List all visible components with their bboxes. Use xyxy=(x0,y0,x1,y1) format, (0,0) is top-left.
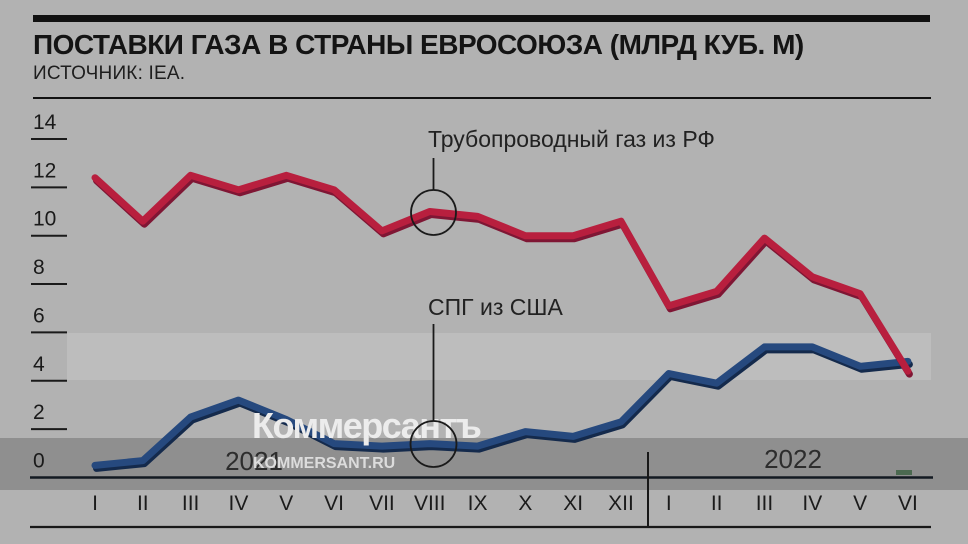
watermark: Коммерсантъ KOMMERSANT.RU xyxy=(252,405,482,472)
page-title: ПОСТАВКИ ГАЗА В СТРАНЫ ЕВРОСОЮЗА (МЛРД К… xyxy=(33,29,804,60)
y-tick-label: 12 xyxy=(33,159,56,182)
y-tick-label: 8 xyxy=(33,256,45,279)
y-tick-label: 6 xyxy=(33,304,45,327)
x-month-label: IV xyxy=(229,492,249,515)
green-marker xyxy=(896,470,912,475)
x-axis-month-labels: I II III IV V VI VII VIII IX X XI XII I II III IV V VI xyxy=(92,492,918,515)
y-tick-label: 0 xyxy=(33,450,45,473)
y-tick-label: 10 xyxy=(33,208,56,231)
y-tick-label: 4 xyxy=(33,353,45,376)
source-caption: ИСТОЧНИК: IEA. xyxy=(33,63,186,84)
series-label-pipeline-gas: Трубопроводный газ из РФ xyxy=(428,126,715,152)
data-series-lines xyxy=(91,171,913,472)
y-tick-label: 2 xyxy=(33,401,45,424)
series-line xyxy=(91,171,912,375)
year-labels: 2021 2022 xyxy=(225,444,822,476)
x-month-label: XI xyxy=(563,492,583,515)
series-label-lng-usa: СПГ из США xyxy=(428,294,563,320)
header-top-rule xyxy=(33,15,930,22)
year-label-2021: 2021 xyxy=(225,446,283,476)
x-month-label: I xyxy=(92,492,98,515)
header-bottom-rule xyxy=(33,97,931,99)
x-month-label: V xyxy=(853,492,867,515)
x-month-label: II xyxy=(137,492,149,515)
x-month-label: VI xyxy=(324,492,344,515)
x-month-label: IX xyxy=(468,492,488,515)
x-month-label: III xyxy=(756,492,774,515)
x-month-label: IV xyxy=(802,492,822,515)
x-month-label: II xyxy=(711,492,723,515)
x-month-label: I xyxy=(666,492,672,515)
band-light xyxy=(67,333,931,380)
x-month-label: VI xyxy=(898,492,918,515)
watermark-site: KOMMERSANT.RU xyxy=(253,455,395,472)
callout-pointers xyxy=(409,158,458,468)
axis-rules xyxy=(30,452,933,529)
y-tick-label: 14 xyxy=(33,111,57,134)
series-line xyxy=(91,343,912,469)
x-month-label: VII xyxy=(369,492,395,515)
x-month-label: XII xyxy=(608,492,634,515)
watermark-brand: Коммерсантъ xyxy=(252,405,481,446)
x-month-label: V xyxy=(279,492,293,515)
callout-circle-lng xyxy=(409,420,458,468)
y-axis-ticks: 0 2 4 6 8 10 12 14 xyxy=(31,111,67,473)
x-month-label: III xyxy=(182,492,200,515)
year-label-2022: 2022 xyxy=(764,444,822,474)
x-month-label: X xyxy=(518,492,532,515)
x-month-label: VIII xyxy=(414,492,446,515)
callout-circle-pipeline xyxy=(410,189,457,236)
